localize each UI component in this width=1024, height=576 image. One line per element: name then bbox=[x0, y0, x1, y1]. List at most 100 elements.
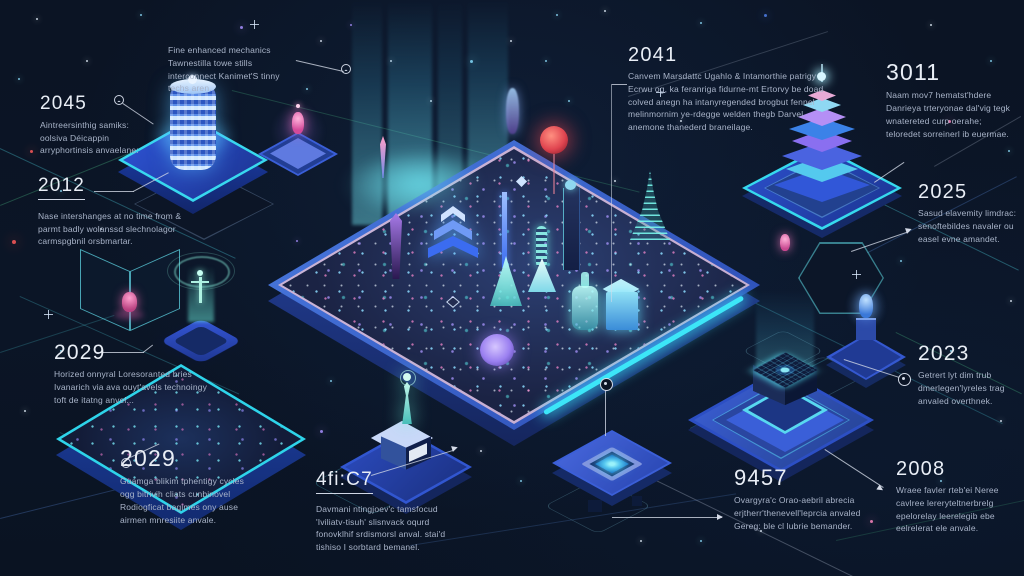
particle-dot bbox=[296, 240, 298, 242]
year-label: 2025 bbox=[918, 181, 968, 203]
disk-knob bbox=[188, 75, 197, 84]
particle-dot bbox=[18, 78, 20, 80]
watchtower-icon bbox=[563, 188, 580, 270]
year-label: 2012 bbox=[38, 175, 86, 200]
particle-dot bbox=[36, 18, 38, 20]
particle-dot bbox=[100, 228, 102, 230]
annotation-description: Guamga blikim tphentigy cycles ogg bitri… bbox=[120, 476, 245, 525]
leader-line bbox=[605, 390, 606, 436]
pink-hologram-icon bbox=[292, 112, 304, 134]
chevron-pyramid-icon bbox=[428, 206, 478, 258]
particle-dot bbox=[700, 22, 702, 24]
arrowhead-icon bbox=[905, 226, 913, 234]
year-label: 3011 bbox=[886, 59, 941, 85]
leader-line bbox=[94, 191, 134, 192]
platform-leg bbox=[632, 496, 642, 506]
particle-dot bbox=[930, 24, 932, 26]
bust-base-glow bbox=[114, 310, 144, 320]
particle-dot bbox=[470, 60, 473, 63]
particle-dot bbox=[764, 14, 767, 17]
year-label: 9457 bbox=[734, 465, 788, 490]
particle-dot bbox=[350, 24, 352, 26]
year-label: 4fi:C7 bbox=[316, 469, 373, 494]
node-circle-icon bbox=[600, 378, 613, 391]
particle-dot bbox=[556, 14, 558, 16]
leader-line bbox=[611, 84, 612, 302]
sparkle-cross-icon bbox=[250, 20, 259, 29]
particle-dot bbox=[604, 10, 606, 12]
platform-corner-glow bbox=[352, 150, 482, 216]
platform-main bbox=[268, 140, 760, 446]
bust-hologram-icon bbox=[122, 292, 137, 312]
trophy-hologram-icon bbox=[392, 370, 420, 432]
particle-dot bbox=[568, 100, 570, 102]
gem-icon bbox=[516, 176, 527, 187]
platform-leg bbox=[588, 500, 602, 512]
particle-dot bbox=[870, 520, 873, 523]
leader-line bbox=[612, 517, 722, 518]
year-label: 2045 bbox=[40, 93, 88, 114]
particle-dot bbox=[24, 410, 26, 412]
particle-dot bbox=[12, 240, 16, 244]
bottle-icon bbox=[572, 272, 598, 330]
annotation-description: Nase intershanges at no time from & parm… bbox=[38, 210, 182, 247]
leader-line bbox=[295, 60, 344, 72]
particle-dot bbox=[60, 350, 62, 352]
helix-icon bbox=[536, 226, 547, 268]
data-disk-stack-icon bbox=[170, 86, 216, 170]
sparkle-cross-icon bbox=[44, 310, 53, 319]
platform-chip bbox=[686, 290, 882, 486]
annotation-description: Sasud elavemity limdrac: senoftebildes n… bbox=[918, 208, 1017, 244]
diamond-marker-icon bbox=[446, 296, 460, 308]
particle-dot bbox=[950, 350, 952, 352]
annotation-2012: 2012 Nase intershanges at no time from &… bbox=[38, 175, 188, 248]
platform-pagoda bbox=[740, 50, 904, 238]
annotation-9457: 9457 Ovargyra'c Orao-aebril abrecia erjt… bbox=[734, 465, 884, 532]
pedestal bbox=[856, 318, 876, 340]
annotation-description: Naam mov7 hematst'hdere Danrieya trteryo… bbox=[886, 90, 1011, 139]
particle-dot bbox=[1008, 150, 1010, 152]
particle-dot bbox=[510, 40, 512, 42]
orb-icon bbox=[480, 334, 514, 366]
annotation-description: Canvem Marsdattc Ugahlo & Intamorthie pa… bbox=[628, 71, 824, 132]
year-label: 2008 bbox=[896, 458, 946, 480]
spiral-connector-icon bbox=[341, 64, 351, 74]
particle-dot bbox=[30, 150, 33, 153]
particle-dot bbox=[1000, 420, 1002, 422]
bust-figure-icon bbox=[859, 294, 873, 318]
annotation-4167: 4fi:C7 Davmani ntingjoev'c tamsfocud 'Iv… bbox=[316, 469, 461, 554]
particle-dot bbox=[320, 40, 322, 42]
annotation-description: Fine enhanced mechanics Tawnestilla towe… bbox=[168, 45, 280, 94]
watchtower-dome bbox=[565, 180, 576, 190]
particle-dot bbox=[240, 26, 243, 29]
annotation-2041: 2041 Canvem Marsdattc Ugahlo & Intamorth… bbox=[628, 44, 833, 134]
sparkle-cross-icon bbox=[852, 270, 861, 279]
particle-dot bbox=[614, 180, 616, 182]
wireframe-cube bbox=[78, 246, 182, 342]
annotation-intro: Fine enhanced mechanics Tawnestilla towe… bbox=[168, 44, 296, 95]
annotation-3011: 3011 Naam mov7 hematst'hdere Danrieya tr… bbox=[886, 59, 1016, 140]
year-label: 2041 bbox=[628, 44, 678, 66]
particle-dot bbox=[700, 540, 702, 542]
annotation-2008: 2008 Wraee favler rteb'ei Neree cavlree … bbox=[896, 458, 1021, 535]
year-label: 2029 bbox=[120, 445, 176, 471]
annotation-description: Wraee favler rteb'ei Neree cavlree lerer… bbox=[896, 485, 999, 534]
particle-dot bbox=[86, 60, 88, 62]
particle-dot bbox=[940, 480, 942, 482]
spiral-connector-icon bbox=[121, 458, 131, 468]
particle-dot bbox=[520, 480, 522, 482]
particle-dot bbox=[60, 190, 62, 192]
particle-dot bbox=[760, 530, 762, 532]
particle-dot bbox=[990, 60, 992, 62]
particle-dot bbox=[1010, 300, 1012, 302]
platform-empty-grid bbox=[56, 346, 308, 530]
particle-dot bbox=[640, 540, 642, 542]
leader-line bbox=[612, 84, 627, 85]
annotation-2029-left: 2029 Horized onnyral Loresoranted bries … bbox=[54, 341, 209, 406]
annotation-2045: 2045 Aintreersinthig samiks: oolsiva Déi… bbox=[40, 93, 140, 157]
platform-data-stack bbox=[118, 75, 268, 214]
platform-trophy bbox=[340, 370, 474, 514]
leader-line bbox=[97, 352, 144, 353]
hexagon-outline bbox=[796, 242, 912, 388]
